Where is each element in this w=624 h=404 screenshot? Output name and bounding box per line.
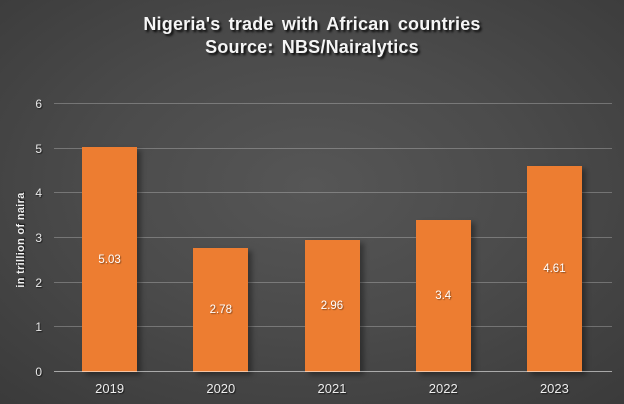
- y-tick-label-0: 0: [35, 365, 42, 379]
- bar-2019: 5.03: [82, 147, 138, 372]
- chart-title: Nigeria's trade with African countries S…: [0, 13, 624, 59]
- y-tick-label-3: 3: [35, 231, 42, 245]
- bar-2022: 3.4: [415, 220, 471, 372]
- bar-slot-2022: 3.4: [388, 104, 499, 372]
- bar-value-label-2022: 3.4: [435, 290, 452, 303]
- bar-2021: 2.96: [304, 239, 360, 372]
- bar-slot-2021: 2.96: [276, 104, 387, 372]
- bar-slot-2019: 5.03: [54, 104, 165, 372]
- x-tick-label-2022: 2022: [428, 381, 458, 396]
- chart-title-line2: Source: NBS/Nairalytics: [205, 37, 419, 57]
- x-tick-label-2019: 2019: [95, 381, 125, 396]
- y-tick-label-2: 2: [35, 275, 42, 290]
- x-axis-line: [54, 371, 612, 372]
- bar-value-label-2020: 2.78: [209, 303, 232, 316]
- gridline-4: [54, 192, 612, 194]
- gridline-3: [54, 237, 612, 238]
- y-tick-label-5: 5: [35, 141, 42, 156]
- bar-slot-2023: 4.61: [499, 104, 610, 372]
- y-axis-tick-labels: 0 1 2 3 4 5 6: [0, 98, 48, 378]
- bar-2020: 2.78: [193, 247, 249, 372]
- y-tick-label-4: 4: [35, 186, 42, 201]
- bar-2023: 4.61: [526, 166, 582, 372]
- bar-value-label-2023: 4.61: [543, 263, 566, 276]
- y-tick-label-6: 6: [35, 97, 42, 111]
- y-tick-label-1: 1: [35, 320, 42, 335]
- x-tick-label-2020: 2020: [206, 381, 236, 396]
- chart-title-line1: Nigeria's trade with African countries: [143, 14, 481, 34]
- bar-slot-2020: 2.78: [165, 104, 276, 372]
- plot-area: 5.03 2.78 2.96 3.4 4.61: [54, 103, 612, 372]
- x-axis-tick-labels: 2019 2020 2021 2022 2023: [54, 381, 610, 397]
- gridline-6: [54, 103, 612, 104]
- bar-value-label-2021: 2.96: [320, 299, 344, 312]
- bars-layer: 5.03 2.78 2.96 3.4 4.61: [54, 104, 610, 372]
- bar-value-label-2019: 5.03: [98, 253, 121, 266]
- x-tick-label-2021: 2021: [317, 381, 347, 396]
- gridline-5: [54, 147, 612, 149]
- x-tick-label-2023: 2023: [539, 381, 569, 396]
